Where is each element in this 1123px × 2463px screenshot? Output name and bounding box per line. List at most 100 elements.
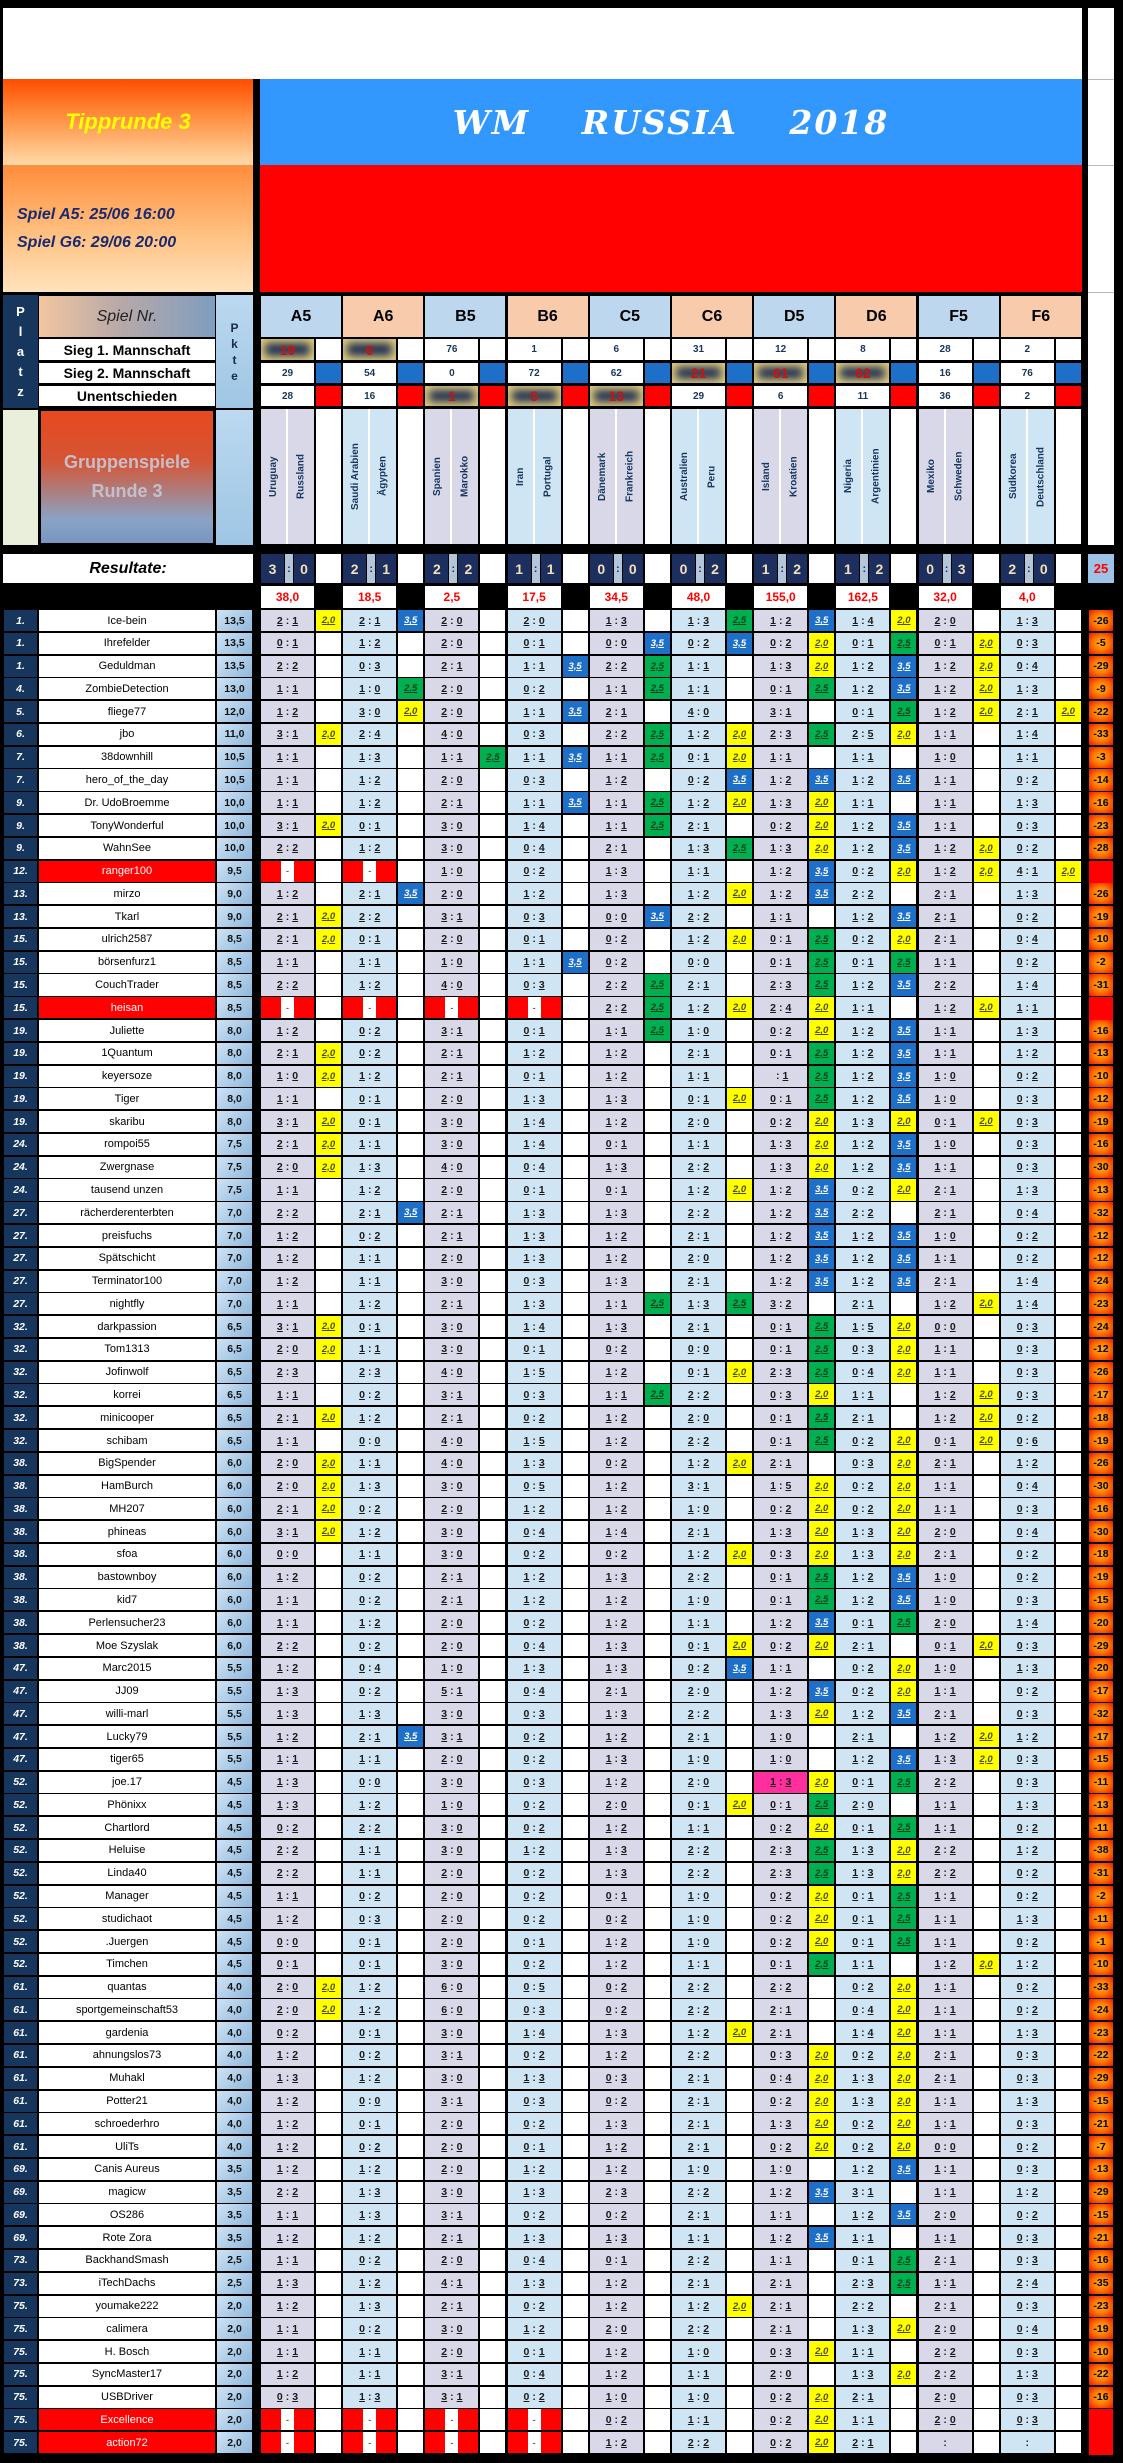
tip-cell-B5[interactable]: 3:1 — [425, 2044, 479, 2067]
tip-cell-B6[interactable]: 1:2 — [507, 1589, 561, 1611]
bonus-cell-F6[interactable] — [1055, 1976, 1081, 1998]
bonus-cell-D6[interactable]: 2,5 — [891, 2272, 917, 2294]
tip-cell-D6[interactable]: 1:3 — [836, 1839, 890, 1862]
bonus-cell-C6[interactable] — [727, 2386, 752, 2408]
tip-cell-A6[interactable]: 0:1 — [343, 928, 397, 950]
bonus-cell-F6[interactable] — [1055, 1384, 1081, 1406]
tip-cell-D6[interactable]: 0:1 — [836, 1612, 890, 1634]
tip-cell-D5[interactable]: 0:2 — [754, 1019, 808, 1042]
bonus-cell-F6[interactable] — [1055, 1429, 1081, 1452]
tip-cell-A6[interactable]: - — [343, 2432, 397, 2454]
tip-cell-C5[interactable]: 1:3 — [589, 2022, 643, 2044]
tip-cell-D6[interactable]: 2:1 — [836, 1293, 890, 1315]
tip-cell-F5[interactable]: 1:1 — [918, 2181, 972, 2203]
bonus-cell-B6[interactable] — [562, 1839, 588, 1862]
tip-cell-B6[interactable]: 0:2 — [507, 2044, 561, 2067]
bonus-cell-B5[interactable] — [480, 1179, 506, 1201]
tip-cell-C6[interactable]: 2:1 — [672, 974, 725, 996]
points-cell[interactable]: 7,0 — [217, 1293, 252, 1315]
tip-cell-B5[interactable]: 3:0 — [425, 1111, 479, 1133]
bonus-cell-A5[interactable] — [316, 1931, 341, 1953]
count-cell-sieg2-B5[interactable]: 0 — [425, 363, 479, 383]
bonus-cell-F5[interactable] — [973, 1475, 999, 1497]
tip-cell-D5[interactable]: 0:2 — [754, 1111, 808, 1133]
tip-cell-D6[interactable]: 1:3 — [836, 2067, 890, 2089]
tip-cell-B6[interactable]: 1:3 — [507, 1202, 561, 1224]
bonus-cell-A5[interactable] — [316, 2090, 341, 2112]
tip-cell-F5[interactable]: 1:1 — [918, 2113, 972, 2135]
bonus-cell-C5[interactable] — [644, 928, 670, 950]
bonus-cell-C6[interactable]: 2,0 — [727, 1634, 752, 1657]
tip-cell-F6[interactable]: 1:2 — [1000, 1953, 1054, 1975]
bonus-cell-B6[interactable] — [562, 1908, 588, 1930]
bonus-cell-F6[interactable] — [1055, 1338, 1081, 1360]
tip-cell-C5[interactable]: 2:0 — [589, 2318, 643, 2340]
tip-cell-C5[interactable]: 2:0 — [589, 1794, 643, 1816]
tip-cell-B5[interactable]: 2:0 — [425, 1862, 479, 1884]
bonus-cell-A6[interactable] — [398, 2090, 424, 2112]
player-name-cell[interactable]: Rote Zora — [39, 2227, 215, 2249]
player-name-cell[interactable]: phineas — [39, 1521, 215, 1543]
bonus-cell-D6[interactable] — [891, 2181, 917, 2203]
tip-cell-F6[interactable]: 0:3 — [1000, 2227, 1054, 2249]
tip-cell-D6[interactable]: 1:3 — [836, 2090, 890, 2112]
tip-cell-A5[interactable]: 1:2 — [261, 2295, 314, 2317]
tip-cell-A6[interactable]: 1:3 — [343, 746, 397, 768]
tip-cell-F6[interactable]: 4:1 — [1000, 860, 1054, 882]
bonus-cell-A5[interactable] — [316, 701, 341, 723]
tip-cell-C5[interactable]: 1:2 — [589, 1111, 643, 1133]
tip-cell-B5[interactable]: 1:0 — [425, 951, 479, 973]
delta-cell[interactable]: -30 — [1089, 1156, 1113, 1178]
points-cell[interactable]: 6,0 — [217, 1521, 252, 1543]
bonus-cell-A5[interactable] — [316, 1862, 341, 1884]
bonus-cell-B5[interactable] — [480, 1452, 506, 1474]
bonus-cell-A6[interactable] — [398, 2022, 424, 2044]
player-name-cell[interactable]: Potter21 — [39, 2090, 215, 2112]
tip-cell-B6[interactable]: 1:3 — [507, 2272, 561, 2294]
tip-cell-D5[interactable]: 1:2 — [754, 860, 808, 882]
tip-cell-A6[interactable]: 0:1 — [343, 1931, 397, 1953]
bonus-cell-A6[interactable] — [398, 2386, 424, 2408]
bonus-cell-C5[interactable] — [644, 2363, 670, 2385]
bonus-cell-D5[interactable]: 2,5 — [809, 1862, 835, 1884]
bonus-cell-A6[interactable] — [398, 1065, 424, 1087]
bonus-cell-A5[interactable]: 2,0 — [316, 1475, 341, 1497]
bonus-cell-F5[interactable] — [973, 2113, 999, 2135]
bonus-cell-D6[interactable]: 3,5 — [891, 769, 917, 791]
tip-cell-D5[interactable]: 1:2 — [754, 610, 808, 632]
tip-cell-C6[interactable]: 1:0 — [672, 1885, 725, 1907]
bonus-cell-B5[interactable] — [480, 860, 506, 882]
tip-cell-B5[interactable]: 1:0 — [425, 1794, 479, 1816]
tip-cell-D5[interactable]: 0:3 — [754, 1384, 808, 1406]
tip-cell-F6[interactable]: 0:3 — [1000, 1156, 1054, 1178]
bonus-cell-B6[interactable] — [562, 678, 588, 700]
bonus-cell-A5[interactable] — [316, 2158, 341, 2180]
points-cell[interactable]: 7,0 — [217, 1224, 252, 1247]
points-cell[interactable]: 5,5 — [217, 1726, 252, 1748]
tip-cell-F5[interactable]: 1:1 — [918, 1019, 972, 1042]
tip-cell-B5[interactable]: 2:1 — [425, 1293, 479, 1315]
player-name-cell[interactable]: Tiger — [39, 1088, 215, 1110]
bonus-cell-A6[interactable] — [398, 1270, 424, 1292]
tip-cell-D5[interactable]: 0:1 — [754, 1794, 808, 1816]
points-cell[interactable]: 8,5 — [217, 997, 252, 1019]
delta-cell[interactable]: -20 — [1089, 1612, 1113, 1634]
delta-cell[interactable]: -15 — [1089, 1589, 1113, 1611]
bonus-cell-B6[interactable] — [562, 1293, 588, 1315]
tip-cell-C6[interactable]: 1:0 — [672, 1589, 725, 1611]
tip-cell-A6[interactable]: 1:1 — [343, 1862, 397, 1884]
tip-cell-C6[interactable]: 0:2 — [672, 769, 725, 791]
bonus-cell-F6[interactable] — [1055, 1680, 1081, 1702]
bonus-cell-D6[interactable]: 2,0 — [891, 1429, 917, 1452]
bonus-cell-B6[interactable] — [562, 2249, 588, 2272]
tip-cell-C5[interactable]: 1:2 — [589, 1612, 643, 1634]
bonus-cell-C5[interactable] — [644, 1589, 670, 1611]
tip-cell-A5[interactable]: 0:1 — [261, 632, 314, 654]
tip-cell-F6[interactable]: 1:3 — [1000, 2022, 1054, 2044]
bonus-cell-F6[interactable] — [1055, 2318, 1081, 2340]
delta-cell[interactable]: -7 — [1089, 2136, 1113, 2158]
bonus-cell-B6[interactable] — [562, 928, 588, 950]
points-cell[interactable]: 4,0 — [217, 1976, 252, 1998]
tip-cell-B5[interactable]: 2:0 — [425, 701, 479, 723]
bonus-cell-D6[interactable]: 2,5 — [891, 1612, 917, 1634]
